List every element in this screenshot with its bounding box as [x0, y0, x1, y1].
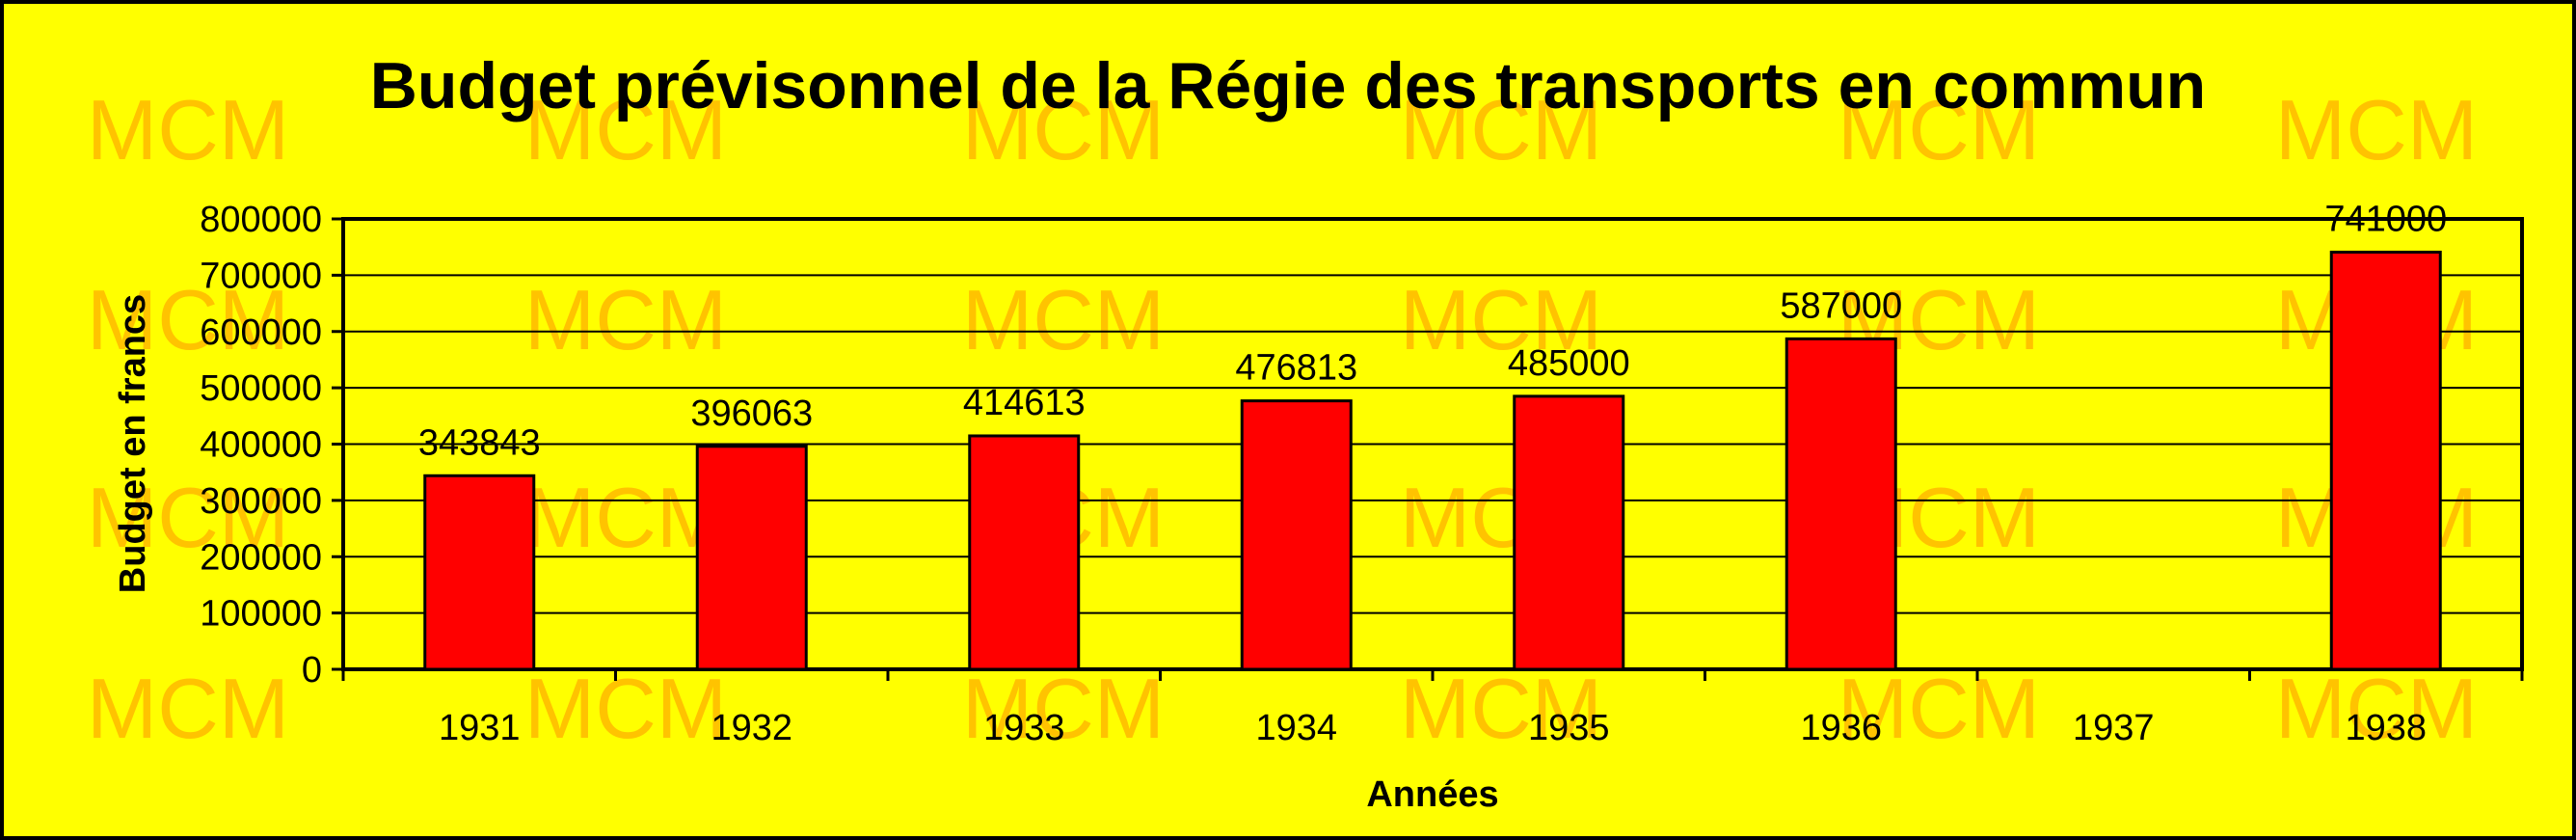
- bar-1932: [695, 445, 808, 671]
- y-tick-label: 300000: [200, 481, 322, 522]
- watermark-text: MCM: [962, 82, 1165, 177]
- bar-1935: [1513, 394, 1625, 671]
- y-tick-label: 600000: [200, 312, 322, 353]
- watermark-text: MCM: [1838, 82, 2040, 177]
- watermark-text: MCM: [1400, 82, 1602, 177]
- y-tick-label: 700000: [200, 256, 322, 296]
- watermark-text: MCM: [87, 661, 289, 756]
- watermark-text: MCM: [1838, 661, 2040, 756]
- bars: [423, 250, 2442, 671]
- bar-1938: [2329, 250, 2442, 671]
- bar-1936: [1784, 337, 1897, 671]
- y-tick-label: 800000: [200, 200, 322, 240]
- watermark-text: MCM: [962, 661, 1165, 756]
- watermark-text: MCM: [524, 82, 727, 177]
- x-axis-label: Années: [1366, 774, 1498, 815]
- data-label-1933: 414613: [963, 383, 1086, 423]
- x-tick-label: 1934: [1255, 708, 1337, 748]
- watermark-text: MCM: [2275, 661, 2478, 756]
- watermark-text: MCM: [87, 82, 289, 177]
- y-tick-label: 500000: [200, 368, 322, 409]
- data-label-1936: 587000: [1780, 285, 1902, 326]
- watermark-text: MCM: [524, 470, 727, 565]
- bar-1931: [423, 474, 536, 671]
- data-label-1932: 396063: [690, 393, 813, 434]
- x-tick-label: 1933: [983, 708, 1065, 748]
- data-label-1938: 741000: [2324, 199, 2447, 239]
- x-tick-label: 1932: [711, 708, 792, 748]
- data-labels: 343843 396063 414613 476813 485000 587000 7410…: [418, 199, 2447, 463]
- watermark-text: MCM: [87, 470, 289, 565]
- x-tick-label: 1937: [2073, 708, 2155, 748]
- data-label-1935: 485000: [1508, 343, 1630, 384]
- watermark-text: MCM: [962, 272, 1165, 367]
- y-axis-ticks: 0 100000 200000 300000 400000 500000 600000 700…: [200, 200, 343, 691]
- bar-1933: [968, 434, 1081, 671]
- bar-1934: [1240, 399, 1353, 671]
- data-label-1934: 476813: [1235, 348, 1357, 389]
- gridlines: [343, 274, 2522, 614]
- watermark-text: MCM: [87, 272, 289, 367]
- watermark-text: MCM: [2275, 82, 2478, 177]
- y-tick-label: 200000: [200, 537, 322, 578]
- x-tick-label: 1931: [439, 708, 521, 748]
- watermark-text: MCM: [524, 661, 727, 756]
- y-tick-label: 400000: [200, 425, 322, 466]
- y-tick-label: 0: [302, 650, 322, 691]
- watermark-text: MCM: [1400, 272, 1602, 367]
- watermark-text: MCM: [524, 272, 727, 367]
- y-tick-label: 100000: [200, 594, 322, 635]
- x-tick-label: 1936: [1800, 708, 1882, 748]
- x-tick-label: 1938: [2345, 708, 2427, 748]
- chart-title: Budget prévisonnel de la Régie des trans…: [370, 49, 2206, 122]
- data-label-1931: 343843: [418, 422, 541, 463]
- y-axis-label: Budget en francs: [113, 294, 153, 593]
- x-axis-ticks: 1931 1932 1933 1934 1935 1936 1937 1938: [341, 669, 2524, 748]
- x-tick-label: 1935: [1528, 708, 1610, 748]
